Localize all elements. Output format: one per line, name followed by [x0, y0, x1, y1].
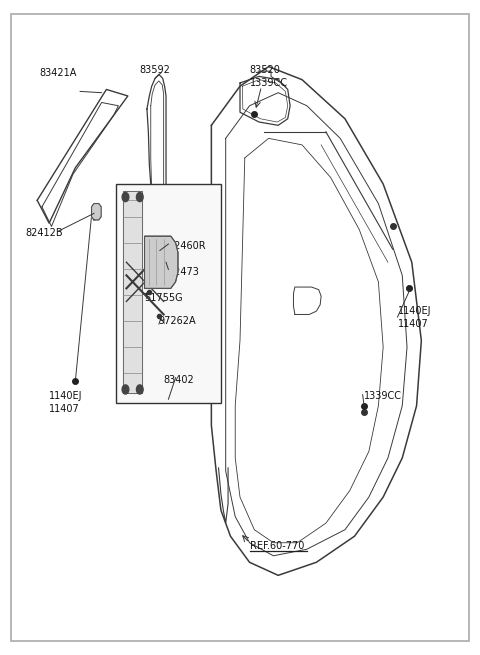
Text: 82473: 82473: [168, 267, 199, 277]
Circle shape: [122, 193, 129, 202]
Text: 1140EJ: 1140EJ: [49, 391, 83, 401]
Text: 11407: 11407: [397, 319, 428, 329]
Text: 83592: 83592: [140, 65, 171, 75]
Circle shape: [136, 193, 143, 202]
Text: 82412B: 82412B: [25, 228, 63, 238]
Circle shape: [136, 385, 143, 394]
Text: 83520: 83520: [250, 65, 280, 75]
Text: 1339CC: 1339CC: [364, 391, 402, 401]
Text: 83421A: 83421A: [39, 68, 77, 78]
Bar: [116, 184, 221, 403]
Text: 97262A: 97262A: [159, 316, 196, 326]
Polygon shape: [144, 236, 178, 288]
Polygon shape: [123, 191, 142, 393]
Text: 51755G: 51755G: [144, 293, 183, 303]
Polygon shape: [92, 204, 101, 220]
Circle shape: [122, 385, 129, 394]
Text: 83402: 83402: [164, 375, 194, 384]
Text: 82460R: 82460R: [168, 241, 206, 251]
Text: 11407: 11407: [49, 404, 80, 414]
Text: 1140EJ: 1140EJ: [397, 306, 431, 316]
Text: REF.60-770: REF.60-770: [250, 541, 304, 551]
Text: 1339CC: 1339CC: [250, 78, 288, 88]
